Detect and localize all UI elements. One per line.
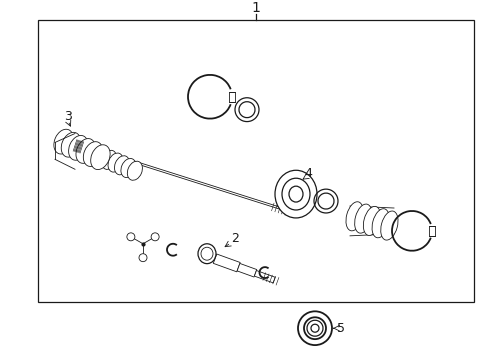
Ellipse shape: [274, 170, 316, 218]
Text: 2: 2: [231, 232, 239, 245]
Bar: [228, 92, 235, 102]
Ellipse shape: [127, 161, 142, 180]
Ellipse shape: [108, 153, 123, 172]
Ellipse shape: [90, 145, 110, 170]
Ellipse shape: [83, 142, 102, 166]
Ellipse shape: [61, 132, 81, 157]
Ellipse shape: [363, 206, 380, 235]
Ellipse shape: [151, 233, 159, 241]
Ellipse shape: [54, 129, 73, 154]
Text: 3: 3: [64, 110, 72, 123]
Ellipse shape: [126, 233, 135, 241]
Ellipse shape: [371, 209, 388, 238]
Ellipse shape: [201, 247, 213, 260]
Text: 5: 5: [336, 322, 345, 335]
Text: 1: 1: [251, 1, 260, 15]
Text: 4: 4: [304, 167, 311, 180]
Ellipse shape: [198, 244, 216, 264]
Ellipse shape: [288, 186, 303, 202]
Ellipse shape: [102, 150, 117, 170]
Ellipse shape: [282, 178, 309, 210]
Ellipse shape: [380, 211, 397, 240]
Bar: [428, 226, 434, 236]
Ellipse shape: [139, 254, 147, 262]
Ellipse shape: [76, 139, 95, 163]
Ellipse shape: [354, 204, 371, 233]
Ellipse shape: [68, 135, 88, 160]
Ellipse shape: [345, 202, 363, 231]
Polygon shape: [213, 254, 240, 272]
Ellipse shape: [121, 158, 136, 177]
Ellipse shape: [114, 156, 129, 175]
Polygon shape: [254, 270, 275, 283]
Bar: [38, 20, 473, 302]
Polygon shape: [237, 264, 256, 277]
